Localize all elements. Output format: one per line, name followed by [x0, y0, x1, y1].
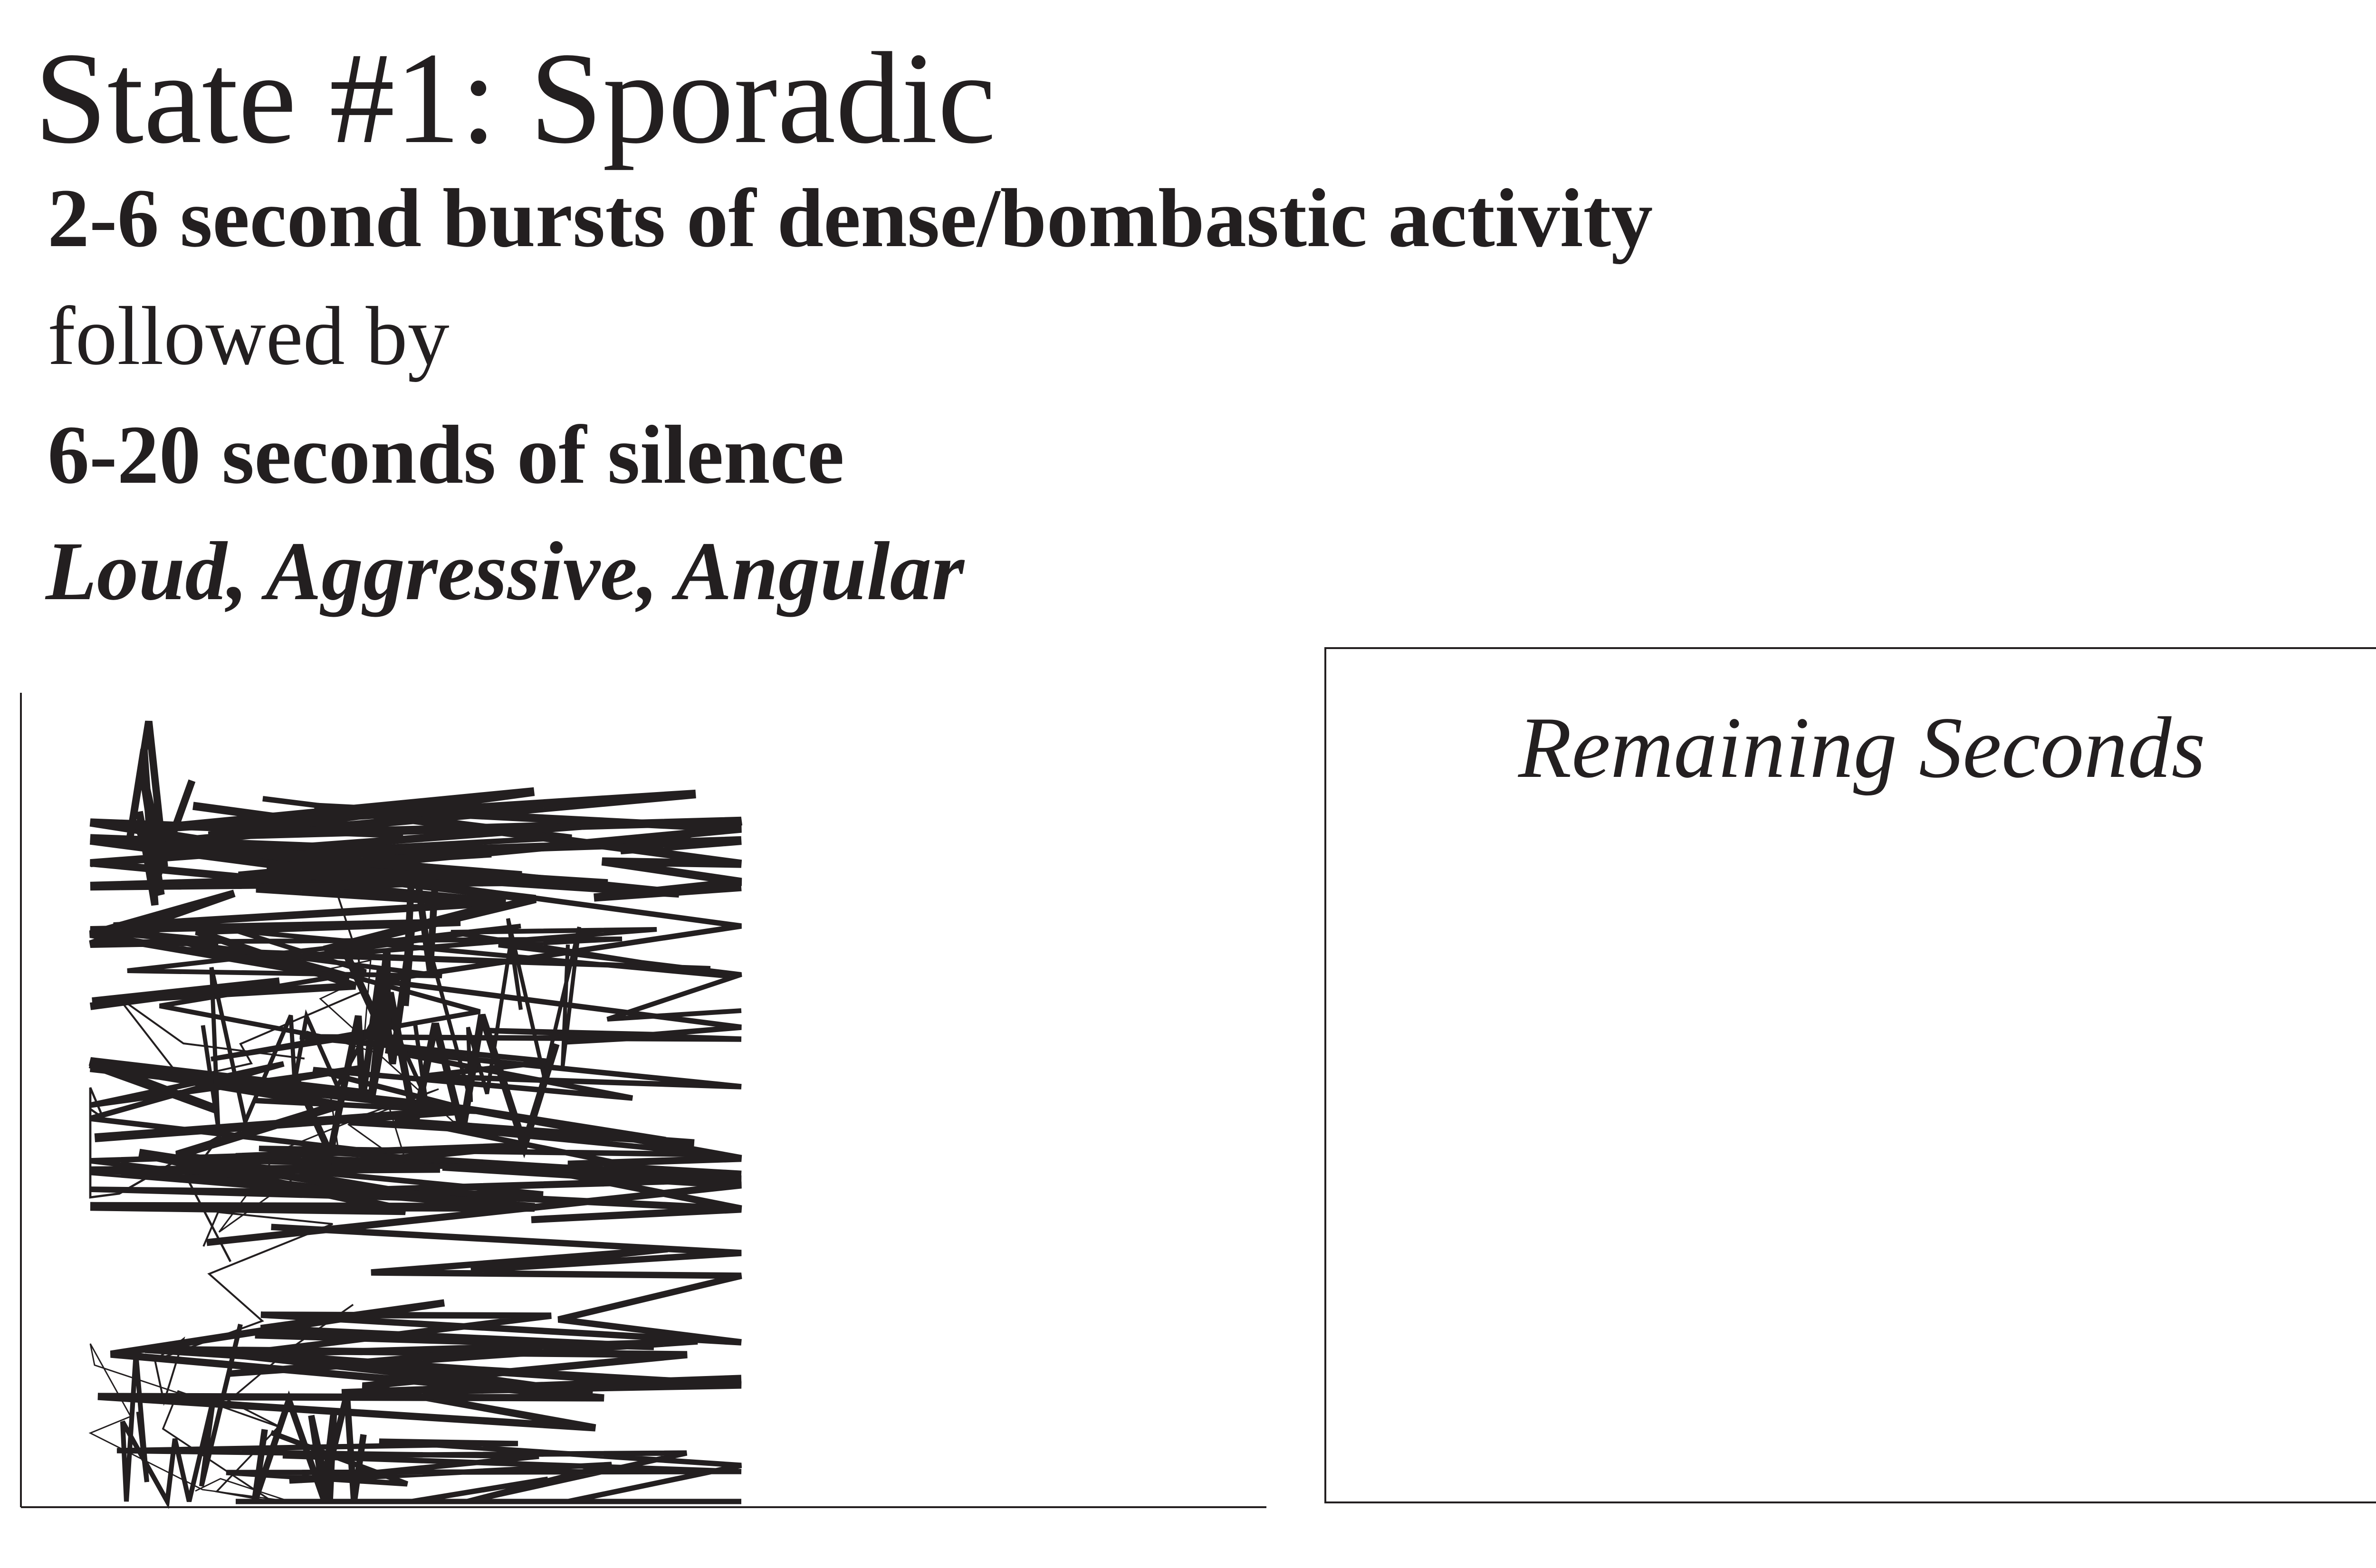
scribble-fine-line	[306, 959, 472, 1125]
scribble-zigzag	[251, 1390, 367, 1503]
remaining-seconds-panel: Remaining Seconds	[1324, 647, 2376, 1503]
remaining-seconds-label: Remaining Seconds	[1518, 699, 2206, 796]
scribble-zigzag	[125, 720, 196, 906]
burst-duration-text: 2-6 second bursts of dense/bombastic act…	[48, 172, 1653, 265]
page-title: State #1: Sporadic	[34, 25, 996, 171]
scribble-fine-line	[162, 1304, 354, 1502]
gesture-drawing-area	[0, 665, 1283, 1520]
scribble-stroke	[88, 1057, 535, 1215]
scribble-canvas	[20, 693, 1266, 1509]
scribble-fine-line	[89, 1087, 232, 1262]
angular-scribble	[88, 720, 743, 1509]
scribble-fine-line	[116, 879, 363, 1080]
scribble-stroke	[127, 923, 742, 1061]
character-descriptors: Loud, Aggressive, Angular	[46, 525, 964, 618]
scribble-stroke	[97, 1299, 742, 1432]
scribble-zigzag	[294, 843, 439, 1165]
scribble-fine-line	[218, 1088, 439, 1233]
scribble-stroke	[89, 822, 586, 1010]
scribble-fine-line	[88, 1343, 290, 1502]
scribble-fine-line	[153, 1211, 333, 1406]
scribble-zigzag	[120, 1323, 243, 1509]
scribble-zigzag	[343, 951, 560, 1158]
connector-text: followed by	[48, 290, 450, 382]
scribble-zigzag	[429, 918, 582, 1103]
scribble-stroke	[229, 1224, 742, 1377]
silence-duration-text: 6-20 seconds of silence	[48, 409, 844, 501]
